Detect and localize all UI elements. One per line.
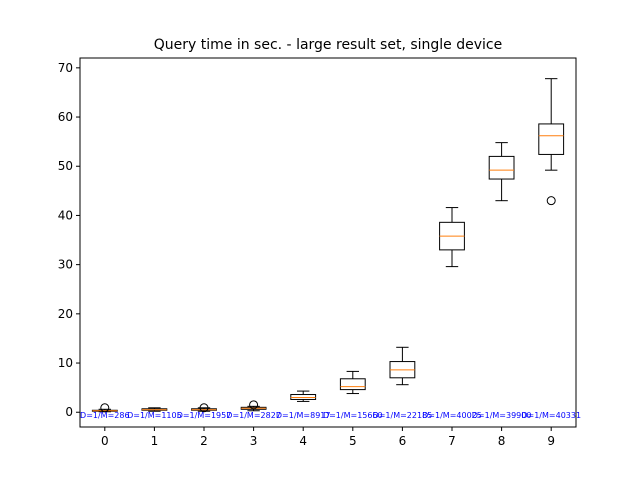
y-tick-label: 40 bbox=[58, 208, 73, 222]
outlier-point bbox=[199, 403, 209, 413]
y-tick-label: 50 bbox=[58, 159, 73, 173]
x-tick-label: 4 bbox=[299, 434, 307, 448]
annotation-label: D=1/M=15660 bbox=[323, 411, 383, 420]
y-tick-label: 20 bbox=[58, 307, 73, 321]
annotation-label: D=1/M=1105 bbox=[127, 411, 182, 420]
x-tick-label: 7 bbox=[448, 434, 456, 448]
x-tick-label: 3 bbox=[250, 434, 258, 448]
annotation-label: D=1/M=1957 bbox=[177, 411, 232, 420]
annotation-label: D=1/M=22185 bbox=[373, 411, 433, 420]
y-tick-label: 30 bbox=[58, 258, 73, 272]
annotation-label: D=1/M=40331 bbox=[521, 411, 581, 420]
annotation-label: D=1/M=2827 bbox=[226, 411, 281, 420]
annotation-label: D=1/M=40025 bbox=[422, 411, 482, 420]
box bbox=[339, 378, 366, 391]
x-tick-label: 2 bbox=[200, 434, 208, 448]
x-tick-label: 9 bbox=[547, 434, 555, 448]
box bbox=[538, 123, 565, 155]
y-tick-label: 60 bbox=[58, 110, 73, 124]
x-tick-label: 0 bbox=[101, 434, 109, 448]
axes-frame bbox=[79, 57, 577, 428]
x-tick-label: 8 bbox=[498, 434, 506, 448]
outlier-point bbox=[546, 196, 556, 206]
outlier-point bbox=[249, 400, 259, 410]
x-tick-label: 6 bbox=[399, 434, 407, 448]
x-tick-label: 5 bbox=[349, 434, 357, 448]
annotation-label: D=1/M=39900 bbox=[472, 411, 532, 420]
outlier-point bbox=[100, 403, 110, 413]
y-tick-label: 70 bbox=[58, 61, 73, 75]
y-tick-label: 10 bbox=[58, 356, 73, 370]
box bbox=[488, 155, 515, 180]
x-tick-label: 1 bbox=[151, 434, 159, 448]
chart-title: Query time in sec. - large result set, s… bbox=[154, 37, 502, 53]
annotation-label: D=1/M=286 bbox=[80, 411, 130, 420]
y-tick-label: 0 bbox=[65, 405, 73, 419]
plot-area: D=1/M=286D=1/M=1105D=1/M=1957D=1/M=2827D… bbox=[58, 57, 581, 448]
annotation-label: D=1/M=8917 bbox=[276, 411, 331, 420]
